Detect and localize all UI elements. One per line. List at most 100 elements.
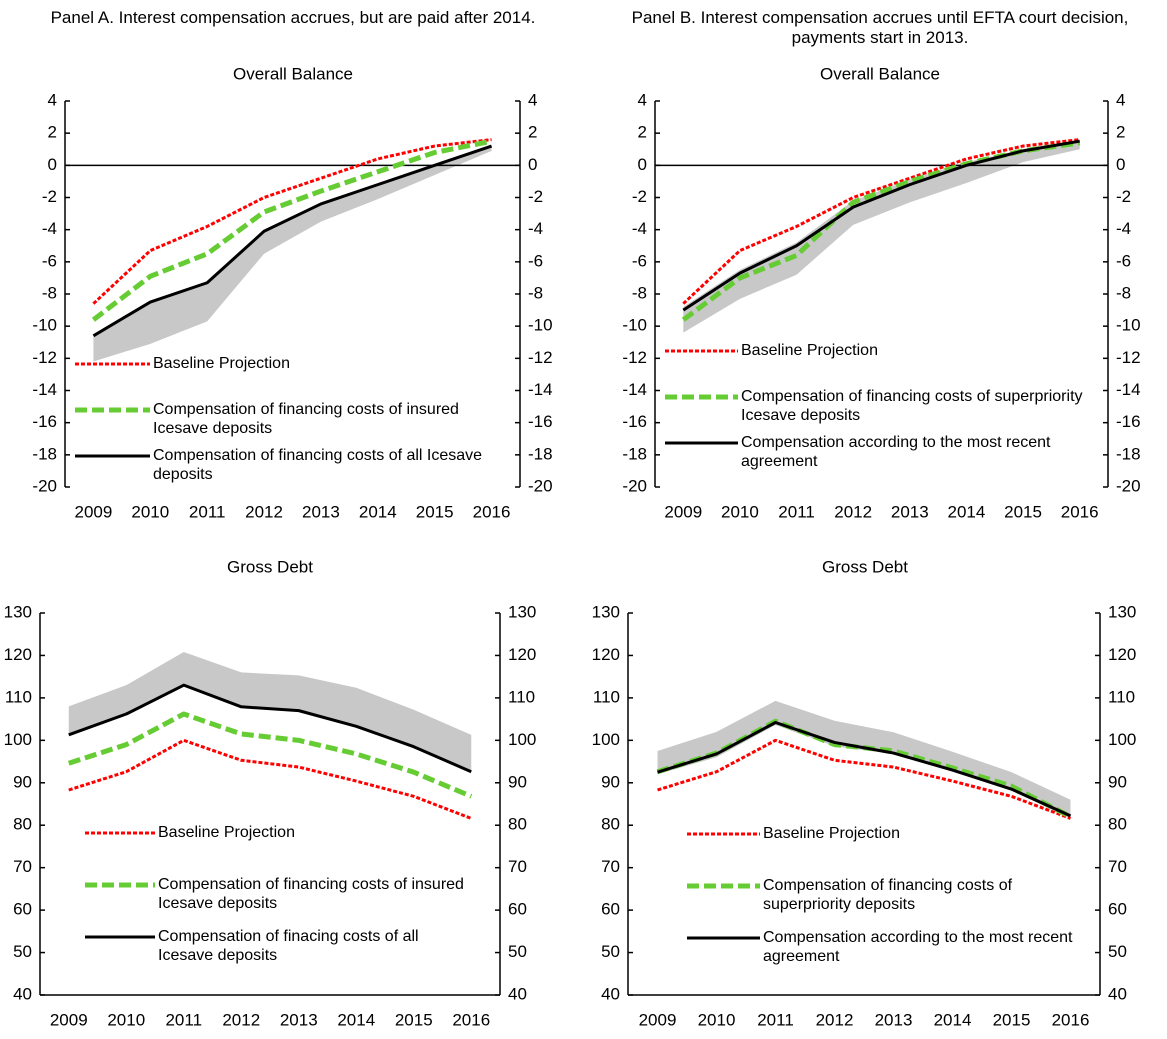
y2-tick-label: 0: [528, 155, 537, 174]
y-tick-label: 70: [13, 857, 32, 876]
y2-tick-label: -10: [1116, 316, 1141, 335]
y2-tick-label: 70: [508, 857, 527, 876]
x-tick-label: 2015: [993, 1010, 1031, 1029]
x-tick-label: 2011: [189, 502, 226, 521]
x-tick-label: 2015: [1004, 502, 1042, 521]
y-tick-label: 40: [601, 984, 620, 1003]
legend-label: Baseline Projection: [158, 824, 295, 841]
y2-tick-label: -8: [528, 283, 543, 302]
y-tick-label: -8: [42, 283, 57, 302]
y-tick-label: 100: [4, 730, 32, 749]
legend-label-box: Compensation according to the most recen…: [763, 929, 1073, 965]
y-tick-label: -4: [42, 219, 57, 238]
y-tick-label: -6: [632, 251, 647, 270]
x-tick-label: 2016: [1052, 1010, 1090, 1029]
x-tick-label: 2012: [816, 1010, 854, 1029]
chart-title: Overall Balance: [233, 64, 353, 83]
y2-tick-label: -14: [1116, 380, 1141, 399]
legend-label: Baseline Projection: [153, 355, 290, 372]
y-tick-label: 80: [601, 815, 620, 834]
y-tick-label: 0: [638, 155, 647, 174]
y-tick-label: 120: [592, 645, 620, 664]
y-tick-label: -14: [32, 380, 57, 399]
y-tick-label: -12: [622, 348, 647, 367]
y2-tick-label: 60: [508, 900, 527, 919]
y-tick-label: -6: [42, 251, 57, 270]
x-tick-label: 2014: [934, 1010, 972, 1029]
y-tick-label: -14: [622, 380, 647, 399]
x-tick-label: 2014: [948, 502, 986, 521]
y2-tick-label: -12: [1116, 348, 1141, 367]
y-tick-label: -10: [32, 316, 57, 335]
series-line: [682, 139, 1080, 312]
y-tick-label: -18: [32, 444, 57, 463]
y2-tick-label: 130: [1108, 602, 1136, 621]
y-tick-label: 60: [13, 900, 32, 919]
range-band: [68, 652, 472, 772]
series-line: [682, 138, 1080, 305]
y2-tick-label: 130: [508, 602, 536, 621]
y2-tick-label: 40: [1108, 984, 1127, 1003]
chart-title: Gross Debt: [227, 557, 313, 576]
y2-tick-label: 80: [508, 815, 527, 834]
y2-tick-label: -18: [528, 444, 553, 463]
legend-label-box: Baseline Projection: [763, 825, 900, 842]
y-tick-label: -10: [622, 316, 647, 335]
y2-tick-label: 60: [1108, 900, 1127, 919]
y2-tick-label: -16: [528, 412, 553, 431]
x-tick-label: 2009: [50, 1010, 88, 1029]
y-tick-label: 80: [13, 815, 32, 834]
y2-tick-label: 90: [508, 772, 527, 791]
chart-title: Gross Debt: [822, 557, 908, 576]
y2-tick-label: -4: [528, 219, 543, 238]
y-tick-label: -8: [632, 283, 647, 302]
x-tick-label: 2011: [757, 1010, 794, 1029]
y-tick-label: 40: [13, 984, 32, 1003]
legend-label: Baseline Projection: [763, 825, 900, 842]
legend-label-box: Baseline Projection: [158, 824, 295, 841]
y-tick-label: 120: [4, 645, 32, 664]
x-tick-label: 2009: [639, 1010, 677, 1029]
y-tick-label: 90: [601, 772, 620, 791]
y2-tick-label: -6: [528, 251, 543, 270]
legend-label: Compensation according to the most recen…: [763, 929, 1073, 965]
y2-tick-label: -8: [1116, 283, 1131, 302]
legend-label-box: Compensation of financing costs of super…: [741, 388, 1083, 424]
y-tick-label: 130: [4, 602, 32, 621]
y-tick-label: 4: [48, 90, 57, 109]
x-tick-label: 2012: [222, 1010, 260, 1029]
chart-title: Overall Balance: [820, 64, 940, 83]
x-tick-label: 2011: [165, 1010, 202, 1029]
x-tick-label: 2016: [452, 1010, 490, 1029]
y-tick-label: -16: [622, 412, 647, 431]
y2-tick-label: -14: [528, 380, 553, 399]
y-tick-label: 0: [48, 155, 57, 174]
y-tick-label: 110: [5, 687, 32, 706]
y-tick-label: -4: [632, 219, 647, 238]
y2-tick-label: -10: [528, 316, 553, 335]
legend-label: Compensation of financing costs of super…: [741, 388, 1083, 424]
x-tick-label: 2010: [131, 502, 169, 521]
x-tick-label: 2013: [280, 1010, 318, 1029]
range-band: [657, 700, 1071, 819]
legend-label-box: Compensation of financing costs of all I…: [153, 447, 483, 483]
x-tick-label: 2016: [1061, 502, 1099, 521]
y-tick-label: 50: [601, 942, 620, 961]
range-band: [93, 146, 492, 362]
y2-tick-label: 120: [508, 645, 536, 664]
series-line: [91, 138, 493, 322]
x-tick-label: 2012: [834, 502, 872, 521]
x-tick-label: 2010: [721, 502, 759, 521]
legend-label: Compensation of financing costs of insur…: [158, 876, 464, 912]
y-tick-label: 110: [593, 687, 620, 706]
series-line: [657, 738, 1072, 820]
legend-label: Compensation of financing costs of all I…: [153, 447, 483, 483]
range-band: [683, 139, 1080, 333]
legend-label: Compensation according to the most recen…: [741, 434, 1051, 470]
y-tick-label: -2: [632, 187, 647, 206]
legend-label-box: Compensation of financing costs of insur…: [153, 401, 459, 437]
y-tick-label: -12: [32, 348, 57, 367]
panel-title: Panel B. Interest compensation accrues u…: [631, 8, 1129, 47]
